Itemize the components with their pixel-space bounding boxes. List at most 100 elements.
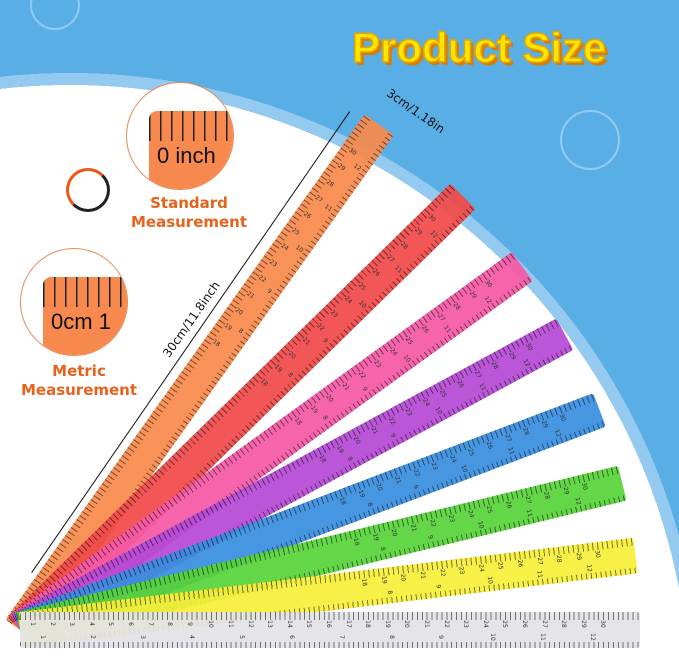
cm-tick-label: 9: [185, 622, 193, 626]
cm-tick-label: 8: [166, 622, 174, 626]
cm-tick-label: 24: [388, 347, 399, 358]
cm-tick-label: 12: [246, 620, 254, 628]
cm-tick-label: 22: [442, 620, 450, 628]
cm-tick-label: 25: [496, 561, 505, 571]
cm-tick-label: 27: [535, 556, 544, 566]
cm-tick-label: 24: [477, 563, 485, 573]
cm-tick-label: 18: [360, 578, 369, 587]
cm-tick-label: 28: [554, 554, 563, 563]
cm-tick-label: 6: [126, 622, 134, 626]
width-dimension: 3cm/1.18in: [383, 86, 448, 137]
cm-tick-label: 17: [344, 620, 352, 628]
inch-tick-label: 9: [265, 287, 274, 296]
inch-tick-label: 7: [337, 635, 345, 639]
cm-tick-label: 20: [324, 393, 335, 404]
cm-tick-label: 18: [338, 496, 348, 506]
cm-tick-label: 30: [426, 212, 438, 224]
cm-tick-label: 18: [292, 416, 304, 427]
cm-tick-label: 23: [403, 407, 414, 418]
inch-tick-label: 12: [428, 229, 439, 240]
cm-tick-label: 19: [356, 489, 366, 499]
cm-tick-label: 19: [379, 575, 388, 585]
cm-tick-label: 27: [384, 253, 396, 265]
cm-tick-label: 20: [233, 306, 245, 317]
cm-tick-label: 30: [483, 278, 494, 289]
cm-tick-label: 19: [383, 620, 391, 628]
cm-tick-label: 25: [501, 620, 509, 628]
cm-tick-label: 19: [222, 322, 233, 333]
inch-tick-label: 10: [489, 633, 497, 641]
cm-tick-label: 30: [524, 341, 535, 352]
cm-tick-label: 23: [268, 258, 279, 269]
cm-tick-label: 26: [504, 500, 513, 510]
caption-line: Measurement: [130, 213, 248, 231]
cm-tick-label: 26: [455, 379, 466, 390]
cm-tick-label: 25: [290, 226, 302, 237]
inch-tick-label: 8: [320, 414, 329, 422]
cm-tick-label: 7: [146, 622, 154, 626]
cm-tick-label: 20: [352, 435, 362, 446]
inch-tick-label: 12: [521, 358, 532, 369]
cm-tick-label: 23: [447, 514, 456, 524]
cm-tick-label: 26: [370, 267, 382, 279]
inch-tick-label: 10: [294, 243, 305, 254]
cm-tick-label: 20: [399, 573, 408, 582]
cm-tick-label: 30: [593, 549, 602, 559]
cm-tick-label: 29: [579, 620, 587, 628]
cm-tick-label: 29: [412, 226, 424, 237]
inch-tick-label: 9: [411, 484, 420, 491]
cm-tick-label: 13: [266, 620, 274, 628]
cm-tick-label: 28: [324, 178, 336, 189]
inch-tick-label: 10: [485, 575, 494, 585]
cm-tick-label: 24: [279, 242, 290, 253]
cm-tick-label: 5: [107, 622, 115, 626]
ruler-closeup: [43, 277, 127, 355]
cm-tick-label: 27: [472, 369, 483, 380]
cm-tick-label: 22: [386, 416, 397, 427]
cm-tick-label: 19: [272, 363, 284, 375]
inch-tick-label: 12: [584, 564, 593, 573]
inch-tick-label: 11: [535, 569, 544, 579]
cm-tick-label: 27: [435, 312, 446, 324]
cm-tick-label: 23: [429, 461, 439, 472]
ruler: 1 2 3 4 5 6 7 8 9 10 11 12 13 14 15 16 17 18 19 20 21 22 23 24 2…: [20, 612, 640, 648]
inch-tick-label: 9: [434, 584, 443, 589]
cm-tick-label: 23: [328, 308, 340, 320]
cm-tick-label: 21: [422, 620, 430, 628]
ruler-closeup: [149, 111, 233, 189]
cm-tick-label: 11: [226, 620, 234, 628]
cm-tick-label: 30: [557, 412, 568, 423]
cm-tick-label: 18: [351, 537, 361, 547]
cm-tick-label: 29: [574, 552, 583, 561]
sync-arrows-icon: [66, 168, 110, 212]
cm-tick-label: 21: [300, 336, 312, 347]
cm-tick-label: 19: [370, 532, 380, 542]
cm-tick-label: 22: [438, 568, 447, 578]
cm-tick-label: 30: [347, 146, 358, 157]
inch-tick-label: 11: [506, 446, 516, 456]
inch-tick-label: 10: [476, 520, 486, 530]
cm-tick-label: 21: [340, 381, 351, 393]
inch-tick-label: 6: [287, 635, 295, 639]
cm-tick-label: 28: [560, 620, 568, 628]
inset-label: 0 inch: [157, 143, 216, 168]
inch-tick-label: 3: [138, 635, 146, 639]
cm-tick-label: 21: [369, 425, 380, 436]
inch-tick-label: 11: [538, 633, 546, 641]
cm-tick-label: 20: [286, 349, 298, 361]
cm-tick-label: 25: [485, 504, 494, 514]
inch-tick-label: 5: [238, 635, 246, 639]
cm-tick-label: 19: [334, 444, 345, 455]
cm-tick-label: 23: [457, 566, 466, 575]
inch-tick-label: 9: [389, 432, 398, 439]
cm-tick-label: 10: [207, 620, 215, 628]
inch-tick-label: 11: [442, 324, 453, 335]
cm-tick-label: 28: [542, 490, 551, 500]
cm-tick-label: 28: [451, 301, 462, 312]
inch-tick-label: 11: [477, 381, 488, 392]
standard-caption: Standard Measurement: [124, 194, 254, 232]
cm-tick-label: 21: [245, 290, 256, 301]
cm-tick-label: 22: [256, 274, 267, 285]
cm-tick-label: 25: [466, 447, 476, 458]
inch-tick-label: 10: [433, 405, 444, 416]
